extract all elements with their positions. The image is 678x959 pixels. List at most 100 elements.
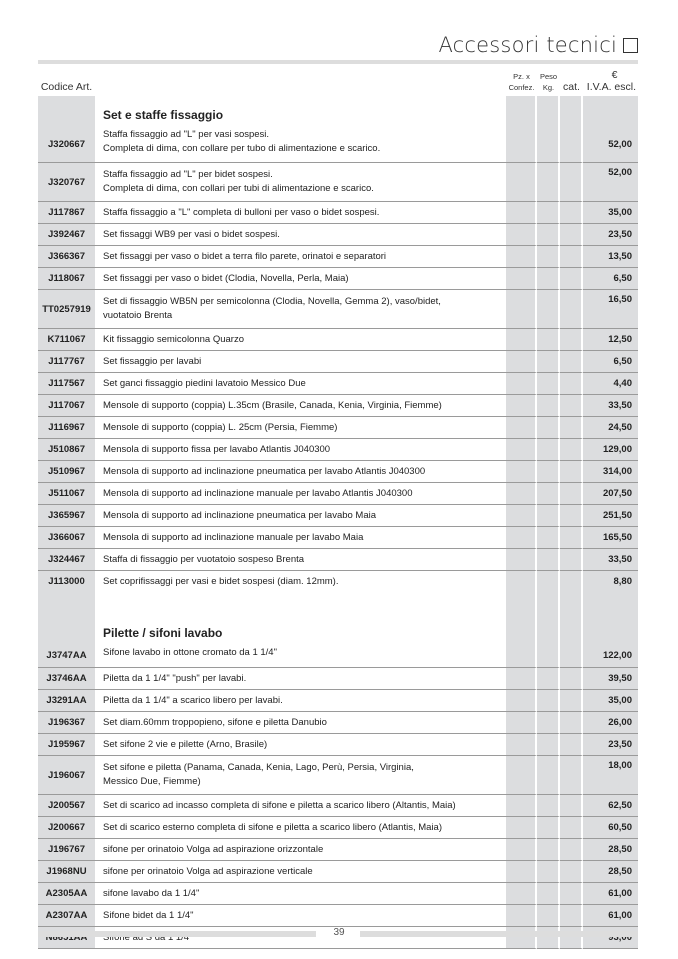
code-cell (38, 592, 95, 614)
desc-line: Mensola di supporto ad inclinazione pneu… (103, 465, 426, 477)
desc-line: Set ganci fissaggio piedini lavatoio Mes… (103, 377, 306, 389)
square-icon (623, 37, 638, 53)
desc-line-2: vuotatoio Brenta (103, 310, 173, 321)
cat-cell (560, 860, 583, 882)
price-cell: 28,50 (583, 860, 638, 882)
pz-cell (506, 816, 537, 838)
cat-cell (560, 96, 583, 126)
cat-cell (560, 794, 583, 816)
pz-cell (506, 838, 537, 860)
peso-cell (537, 416, 560, 438)
price-cell: 62,50 (583, 794, 638, 816)
cat-cell (560, 644, 583, 667)
code-cell: J366367 (38, 245, 95, 267)
code-cell: J117867 (38, 201, 95, 223)
col-code: Codice Art. (40, 81, 93, 93)
desc-line: Set sifone 2 vie e pilette (Arno, Brasil… (103, 738, 268, 750)
pz-cell (506, 201, 537, 223)
desc-line-2: Messico Due, Fiemme) (103, 776, 201, 787)
pz-cell (506, 96, 537, 126)
col-cat: cat. (563, 81, 580, 93)
desc-line: Mensola di supporto fissa per lavabo Atl… (103, 443, 331, 455)
desc-cell: Set sifone e piletta (Panama, Canada, Ke… (95, 755, 506, 794)
desc-line: Staffa fissaggio a "L" completa di bullo… (103, 206, 380, 218)
peso-cell (537, 570, 560, 592)
pz-cell (506, 526, 537, 548)
cat-cell (560, 882, 583, 904)
desc-cell: Set di scarico ad incasso completa di si… (95, 794, 506, 816)
code-cell: TT0257919 (38, 289, 95, 328)
table-row: K711067 Kit fissaggio semicolonna Quarzo 1… (38, 328, 638, 350)
cat-cell (560, 711, 583, 733)
desc-cell: Set ganci fissaggio piedini lavatoio Mes… (95, 372, 506, 394)
pz-cell (506, 614, 537, 644)
peso-cell (537, 526, 560, 548)
code-cell: J196367 (38, 711, 95, 733)
desc-line: Mensola di supporto ad inclinazione manu… (103, 487, 413, 499)
header-divider (38, 60, 638, 64)
peso-cell (537, 350, 560, 372)
code-cell (38, 614, 95, 644)
pz-cell (506, 245, 537, 267)
desc-line: sifone per orinatoio Volga ad aspirazion… (103, 865, 313, 877)
code-cell: J200667 (38, 816, 95, 838)
table-row: J365967 Mensola di supporto ad inclinazio… (38, 504, 638, 526)
price-cell: 61,00 (583, 882, 638, 904)
code-cell: J116967 (38, 416, 95, 438)
code-cell: J510967 (38, 460, 95, 482)
desc-cell: Mensole di supporto (coppia) L. 25cm (Pe… (95, 416, 506, 438)
price-cell: 12,50 (583, 328, 638, 350)
desc-line: Sifone bidet da 1 1/4" (103, 909, 194, 921)
desc-line-2: Completa di dima, con collari per tubi d… (103, 183, 374, 194)
price-cell: 122,00 (583, 644, 638, 667)
table-row: J116967 Mensole di supporto (coppia) L. 2… (38, 416, 638, 438)
desc-line: Mensola di supporto ad inclinazione pneu… (103, 509, 377, 521)
desc-cell: Mensola di supporto ad inclinazione pneu… (95, 504, 506, 526)
desc-cell: Staffa fissaggio ad "L" per vasi sospesi… (95, 126, 506, 162)
desc-cell: Piletta da 1 1/4" "push" per lavabi. (95, 667, 506, 689)
peso-cell (537, 816, 560, 838)
code-cell: J1968NU (38, 860, 95, 882)
desc-cell: Staffa di fissaggio per vuotatoio sospes… (95, 548, 506, 570)
table-row: J117567 Set ganci fissaggio piedini lavat… (38, 372, 638, 394)
desc-line: Set fissaggi per vaso o bidet a terra fi… (103, 250, 387, 262)
pz-cell (506, 882, 537, 904)
table-row: J366367 Set fissaggi per vaso o bidet a t… (38, 245, 638, 267)
desc-cell: Sifone bidet da 1 1/4" (95, 904, 506, 926)
pz-cell (506, 289, 537, 328)
cat-cell (560, 394, 583, 416)
desc-cell: Staffa fissaggio a "L" completa di bullo… (95, 201, 506, 223)
table-row: J510867 Mensola di supporto fissa per lav… (38, 438, 638, 460)
desc-cell: Set fissaggi per vaso o bidet (Clodia, N… (95, 267, 506, 289)
code-cell: J392467 (38, 223, 95, 245)
code-cell: J196067 (38, 755, 95, 794)
table-row: J200567 Set di scarico ad incasso complet… (38, 794, 638, 816)
price-cell: 60,50 (583, 816, 638, 838)
pz-cell (506, 460, 537, 482)
desc-line: Piletta da 1 1/4" "push" per lavabi. (103, 672, 247, 684)
cat-cell (560, 504, 583, 526)
pz-cell (506, 904, 537, 926)
col-pz: Pz. x Confez. (508, 72, 535, 92)
desc-line: Set diam.60mm troppopieno, sifone e pile… (103, 716, 327, 728)
desc-cell: sifone per orinatoio Volga ad aspirazion… (95, 860, 506, 882)
desc-line: Set fissaggio per lavabi (103, 355, 202, 367)
peso-cell (537, 460, 560, 482)
cat-cell (560, 755, 583, 794)
code-cell: K711067 (38, 328, 95, 350)
desc-cell: Staffa fissaggio ad "L" per bidet sospes… (95, 162, 506, 201)
pz-cell (506, 267, 537, 289)
desc-line: Set di fissaggio WB5N per semicolonna (C… (103, 296, 441, 307)
desc-line: sifone lavabo da 1 1/4" (103, 887, 200, 899)
desc-cell: Set fissaggi WB9 per vasi o bidet sospes… (95, 223, 506, 245)
desc-line: Set coprifissaggi per vasi e bidet sospe… (103, 575, 339, 587)
code-cell: J320667 (38, 126, 95, 162)
pz-cell (506, 126, 537, 162)
code-cell: J118067 (38, 267, 95, 289)
desc-line: Mensola di supporto ad inclinazione manu… (103, 531, 364, 543)
pz-cell (506, 592, 537, 614)
code-cell: J3746AA (38, 667, 95, 689)
pz-cell (506, 438, 537, 460)
code-cell: J200567 (38, 794, 95, 816)
desc-cell: Set di fissaggio WB5N per semicolonna (C… (95, 289, 506, 328)
